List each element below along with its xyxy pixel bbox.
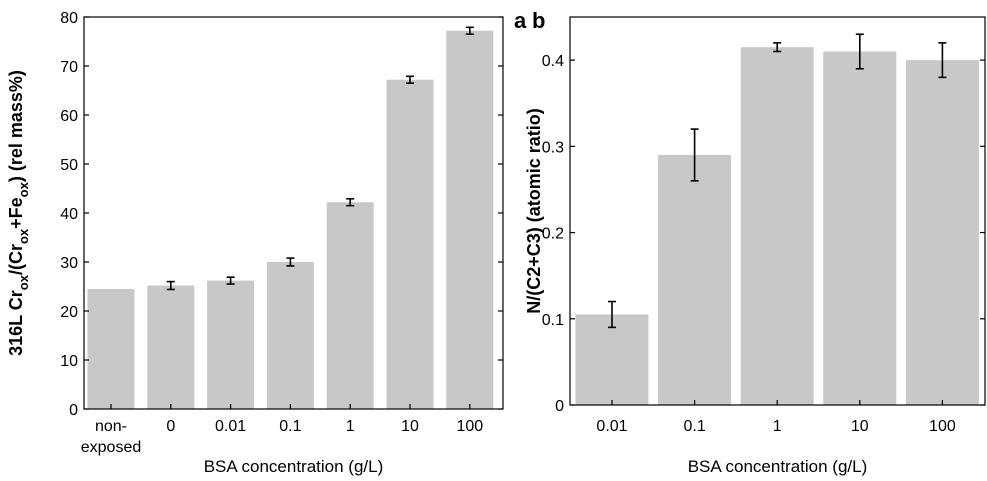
bar bbox=[575, 314, 649, 405]
x-axis-title: BSA concentration (g/L) bbox=[204, 457, 384, 476]
y-axis-title-part: /(Cr bbox=[6, 244, 26, 275]
y-axis-title-part: +Fe bbox=[6, 197, 26, 229]
bar bbox=[147, 285, 195, 409]
bar bbox=[266, 262, 314, 409]
y-tick-label: 30 bbox=[60, 255, 78, 272]
x-tick-label: 10 bbox=[401, 418, 419, 435]
y-axis-title-part: 316L Cr bbox=[6, 290, 26, 356]
y-tick-label: 80 bbox=[60, 10, 78, 27]
x-tick-label: 1 bbox=[346, 418, 355, 435]
y-tick-label: 0.1 bbox=[542, 312, 564, 329]
x-tick-label: non- bbox=[95, 418, 127, 435]
x-tick-label: 0 bbox=[166, 418, 175, 435]
x-tick-label: 100 bbox=[929, 418, 956, 435]
x-tick-label: 0.01 bbox=[596, 418, 627, 435]
y-tick-label: 10 bbox=[60, 353, 78, 370]
x-tick-label: 100 bbox=[456, 418, 483, 435]
x-tick-label: 0.01 bbox=[215, 418, 246, 435]
x-tick-label: 0.1 bbox=[279, 418, 301, 435]
x-tick-label: 1 bbox=[773, 418, 782, 435]
panel-a-chart: 0 10 20 30 40 50 60 70 80 non-exposed 0 0.01 0.1 1 10 1… bbox=[6, 8, 527, 476]
x-tick-label: 0.1 bbox=[683, 418, 705, 435]
y-axis-title: N/(C2+C3) (atomic ratio) bbox=[524, 108, 544, 314]
bar bbox=[386, 79, 434, 409]
bar bbox=[87, 288, 135, 409]
y-axis-title-part: ) (rel mass%) bbox=[6, 70, 26, 182]
panel-b-chart: 0 0.1 0.2 0.3 0.4 0.01 0.1 1 10 100 BSA concentrat… bbox=[524, 8, 986, 476]
y-axis-title-subscript: ox bbox=[16, 181, 31, 197]
y-tick-label: 0 bbox=[555, 398, 564, 415]
y-tick-label: 0 bbox=[69, 402, 78, 419]
y-tick-label: 50 bbox=[60, 157, 78, 174]
x-tick-label: 10 bbox=[851, 418, 869, 435]
y-tick-label: 60 bbox=[60, 108, 78, 125]
bar bbox=[658, 154, 732, 405]
x-axis-title: BSA concentration (g/L) bbox=[688, 457, 868, 476]
y-tick-label: 0.3 bbox=[542, 139, 564, 156]
bar bbox=[905, 60, 979, 405]
panel-letter: a bbox=[514, 8, 527, 33]
y-tick-label: 20 bbox=[60, 304, 78, 321]
y-tick-label: 0.2 bbox=[542, 226, 564, 243]
panel-letter: b bbox=[532, 8, 545, 33]
y-tick-label: 0.4 bbox=[542, 53, 564, 70]
y-axis-title: 316L Crox/(Crox+Feox) (rel mass%) bbox=[6, 70, 31, 356]
bar bbox=[207, 280, 255, 409]
y-tick-label: 40 bbox=[60, 206, 78, 223]
y-tick-label: 70 bbox=[60, 59, 78, 76]
y-axis-title-subscript: ox bbox=[16, 228, 31, 244]
bar bbox=[326, 202, 374, 409]
bar bbox=[823, 51, 897, 405]
x-tick-label: exposed bbox=[81, 439, 142, 456]
bar bbox=[740, 47, 814, 406]
y-axis-title-subscript: ox bbox=[16, 274, 31, 290]
bar bbox=[446, 30, 494, 409]
